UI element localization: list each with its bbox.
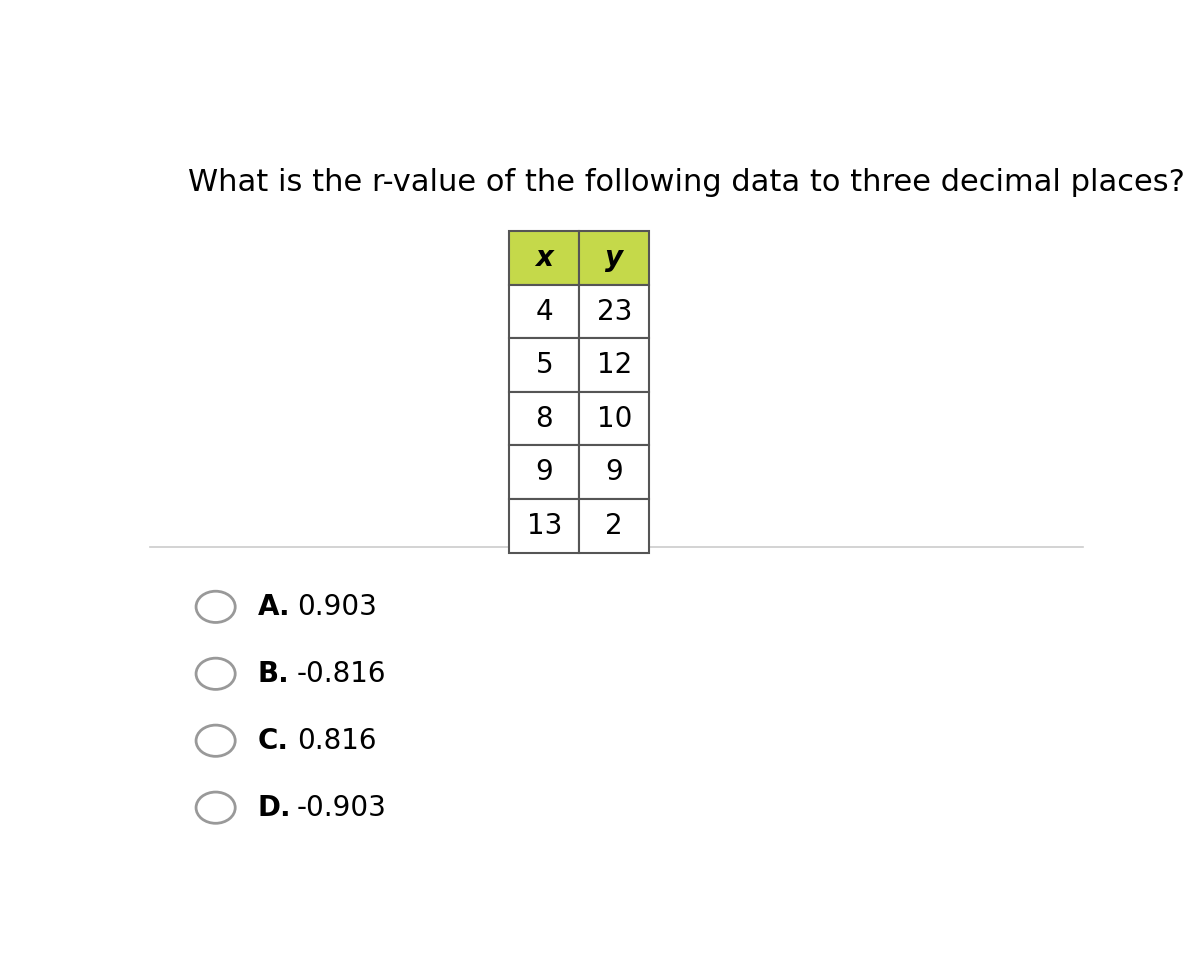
Text: 23: 23 <box>597 298 632 326</box>
Text: 13: 13 <box>527 512 562 540</box>
Text: 9: 9 <box>605 458 623 486</box>
FancyBboxPatch shape <box>509 445 580 499</box>
FancyBboxPatch shape <box>580 231 650 285</box>
Text: 4: 4 <box>535 298 553 326</box>
FancyBboxPatch shape <box>509 499 580 553</box>
FancyBboxPatch shape <box>509 231 580 285</box>
Text: 8: 8 <box>535 405 553 433</box>
Text: 0.903: 0.903 <box>297 593 377 621</box>
Text: y: y <box>605 244 623 272</box>
Text: 0.816: 0.816 <box>297 726 377 754</box>
FancyBboxPatch shape <box>509 285 580 338</box>
Text: D.: D. <box>257 794 291 822</box>
Text: 2: 2 <box>605 512 623 540</box>
FancyBboxPatch shape <box>580 392 650 445</box>
Text: x: x <box>535 244 553 272</box>
FancyBboxPatch shape <box>509 338 580 392</box>
Text: 12: 12 <box>597 351 632 379</box>
FancyBboxPatch shape <box>580 445 650 499</box>
Text: -0.816: -0.816 <box>297 660 386 688</box>
Text: 9: 9 <box>535 458 553 486</box>
Text: What is the r-value of the following data to three decimal places?: What is the r-value of the following dat… <box>188 168 1185 197</box>
Text: C.: C. <box>257 726 289 754</box>
Text: 5: 5 <box>535 351 553 379</box>
FancyBboxPatch shape <box>509 392 580 445</box>
Text: -0.903: -0.903 <box>297 794 386 822</box>
FancyBboxPatch shape <box>580 285 650 338</box>
FancyBboxPatch shape <box>580 499 650 553</box>
Text: A.: A. <box>257 593 290 621</box>
Text: B.: B. <box>257 660 290 688</box>
Text: 10: 10 <box>597 405 632 433</box>
FancyBboxPatch shape <box>580 338 650 392</box>
